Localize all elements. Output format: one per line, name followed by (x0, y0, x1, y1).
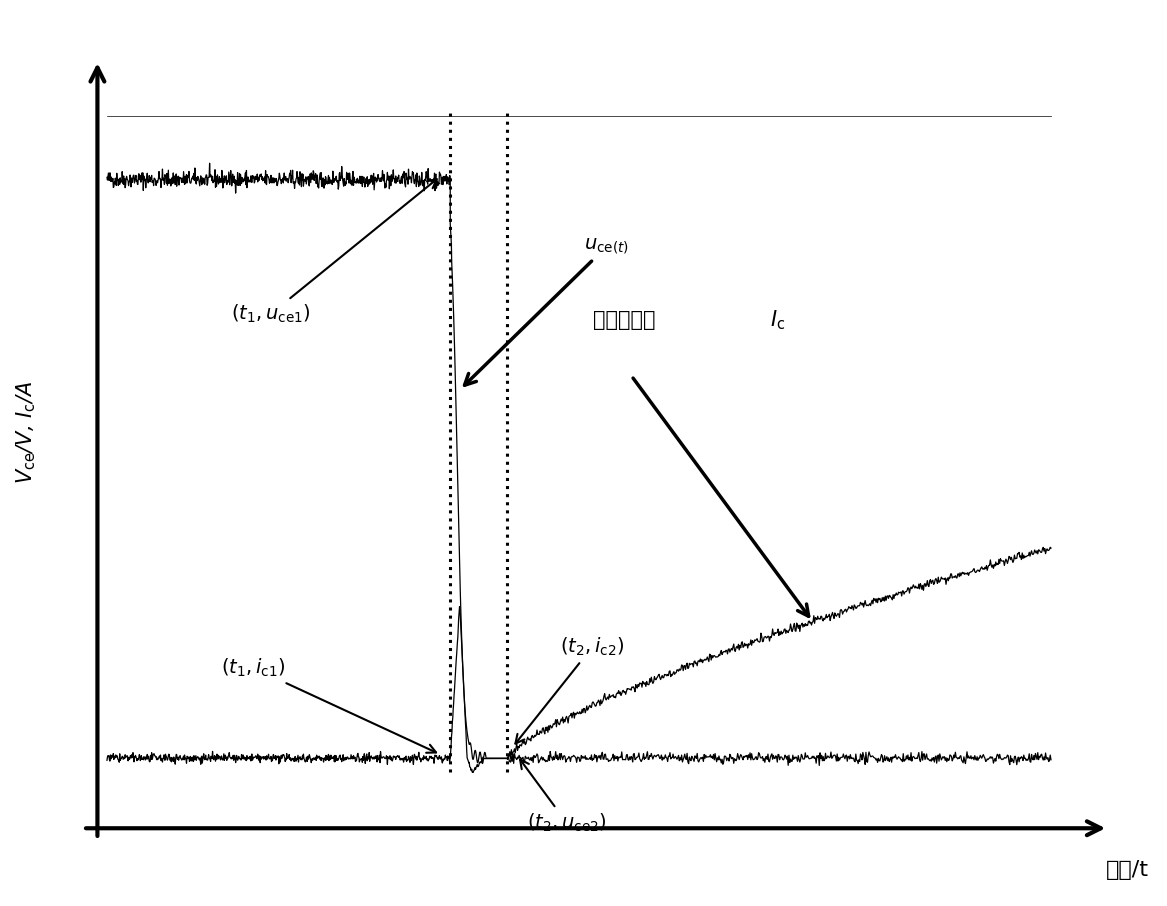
Text: $I_{\mathrm{c}}$: $I_{\mathrm{c}}$ (770, 308, 785, 332)
Text: $(t_2, u_{\mathrm{ce2}})$: $(t_2, u_{\mathrm{ce2}})$ (520, 759, 607, 834)
Text: 集电极电流: 集电极电流 (593, 310, 656, 330)
Text: $(t_1, u_{\mathrm{ce1}})$: $(t_1, u_{\mathrm{ce1}})$ (231, 179, 436, 325)
Text: $(t_1, i_{\mathrm{c1}})$: $(t_1, i_{\mathrm{c1}})$ (222, 657, 436, 753)
Text: $u_{\mathrm{ce}(t)}$: $u_{\mathrm{ce}(t)}$ (464, 237, 629, 385)
Text: 时间/t: 时间/t (1106, 861, 1148, 881)
Text: $(t_2, i_{\mathrm{c2}})$: $(t_2, i_{\mathrm{c2}})$ (516, 636, 624, 744)
Text: $V_{\mathrm{ce}}$/V, $I_{\mathrm{c}}$/A: $V_{\mathrm{ce}}$/V, $I_{\mathrm{c}}$/A (14, 381, 37, 484)
